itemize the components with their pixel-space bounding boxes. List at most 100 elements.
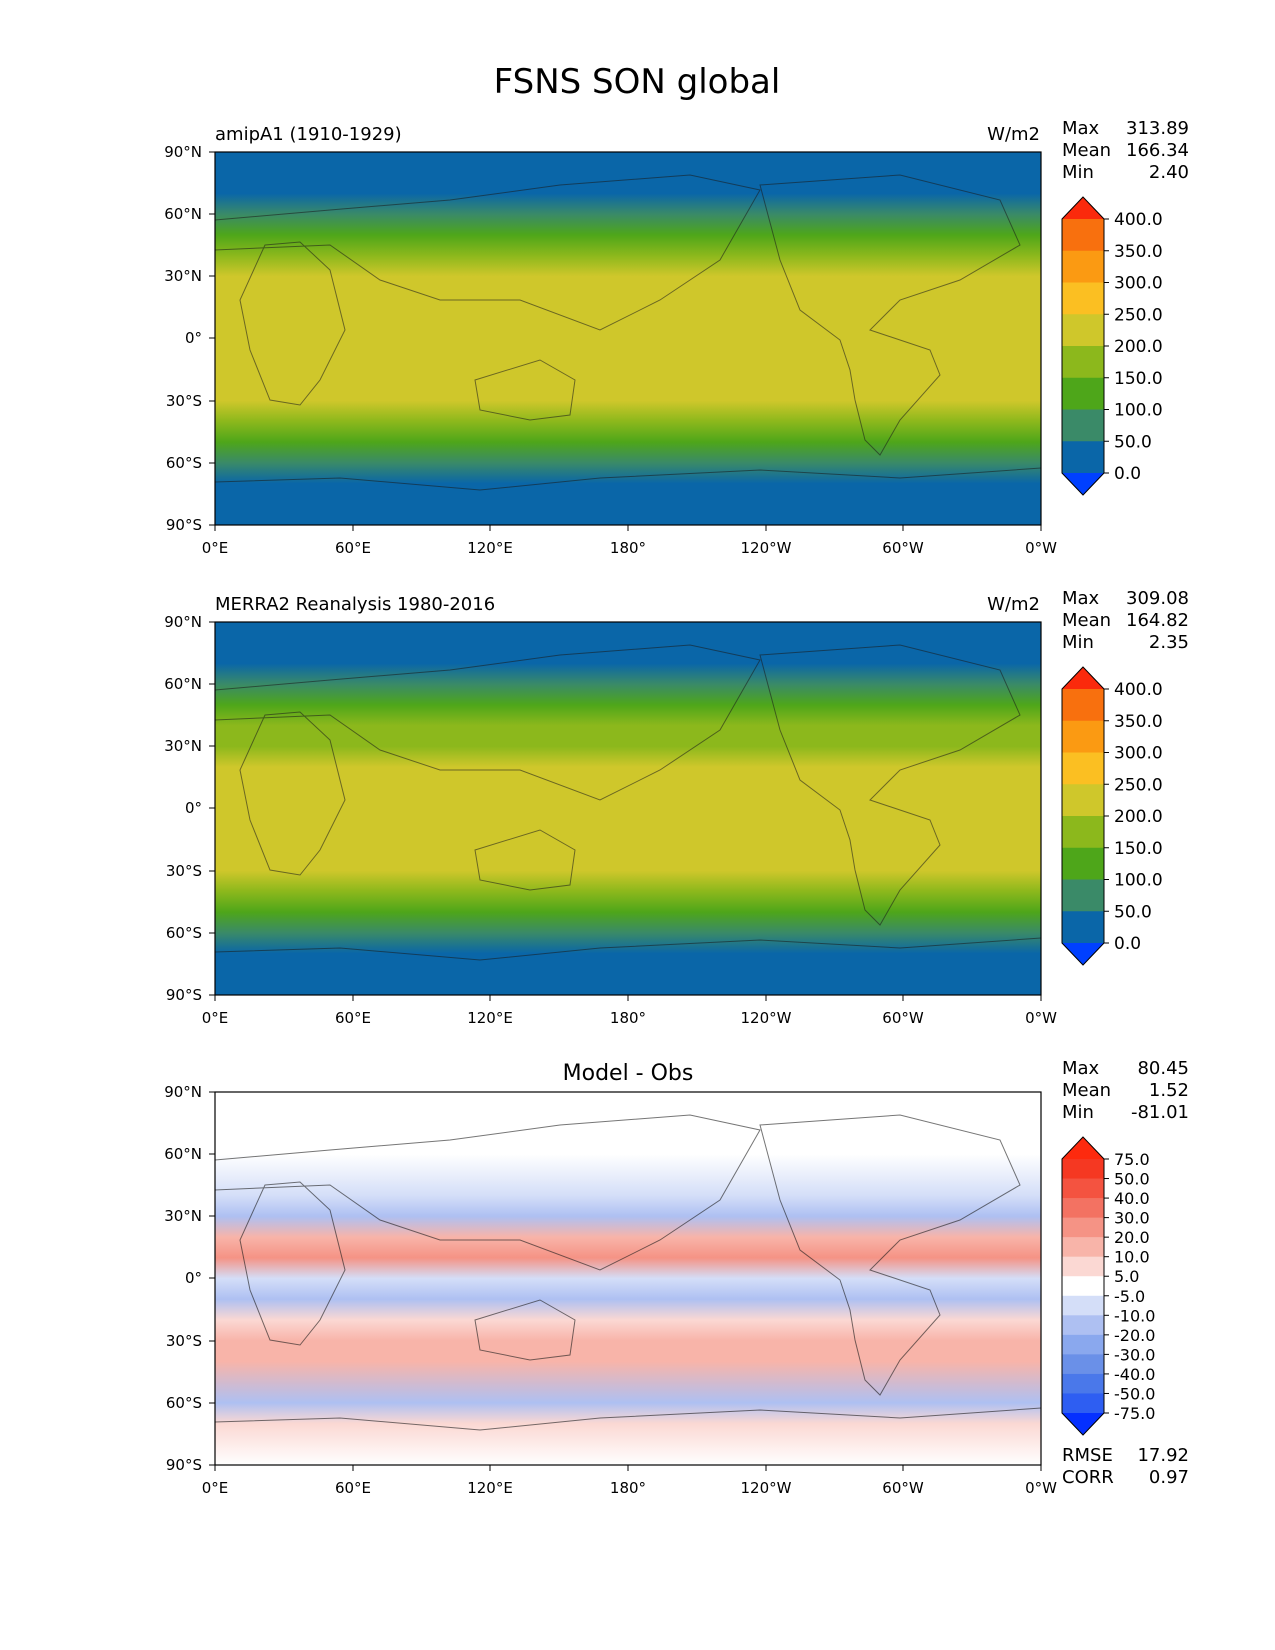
colorbar-segment [1062, 1276, 1104, 1297]
colorbar-extend-max [1062, 1137, 1104, 1159]
coastline-outline [214, 174, 1042, 491]
coastline-eurasia [214, 174, 761, 331]
coastline-antarctica [214, 937, 1042, 961]
y-tick-label: 30°N [164, 267, 202, 285]
y-tick-label: 30°S [166, 862, 202, 880]
colorbar-segment [1062, 816, 1104, 849]
stat-min-value: -81.01 [1131, 1102, 1189, 1123]
y-tick-label: 0° [185, 329, 202, 347]
coastline-antarctica [214, 467, 1042, 491]
colorbar-tick-label: -10.0 [1114, 1306, 1155, 1325]
y-tick-label: 60°N [164, 675, 202, 693]
stat-max-label: Max [1062, 588, 1100, 609]
colorbar-segment [1062, 1237, 1104, 1258]
x-axis-ticks: 0°E 60°E 120°E 180° 120°W 60°W 0°W [202, 1465, 1057, 1497]
map-field [215, 622, 1041, 995]
stat-mean-label: Mean [1062, 610, 1111, 631]
colorbar-tick-label: 0.0 [1114, 934, 1141, 954]
stats-block: Max 80.45 Mean 1.52 Min -81.01 [1062, 1058, 1189, 1123]
colorbar-tick-label: 400.0 [1114, 210, 1163, 230]
colorbar-tick-label: 100.0 [1114, 871, 1163, 891]
panel-title: Model - Obs [563, 1061, 694, 1086]
x-tick-label: 120°E [467, 1009, 513, 1027]
y-axis-ticks: 90°N 60°N 30°N 0° 30°S 60°S 90°S [164, 143, 215, 534]
coastline-australia [474, 1299, 576, 1361]
colorbar-segment [1062, 1159, 1104, 1180]
colorbar-segment [1062, 847, 1104, 881]
colorbar-tick-label: 30.0 [1114, 1209, 1150, 1228]
skill-metrics: RMSE 17.92 CORR 0.97 [1062, 1445, 1189, 1488]
y-tick-label: 30°N [164, 737, 202, 755]
coastline-americas [759, 644, 1021, 926]
colorbar-segment [1062, 1295, 1104, 1316]
x-tick-label: 0°W [1025, 1009, 1057, 1027]
colorbar-tick-label: -20.0 [1114, 1326, 1155, 1345]
y-tick-label: 0° [185, 799, 202, 817]
x-axis-ticks: 0°E 60°E 120°E 180° 120°W 60°W 0°W [202, 525, 1057, 557]
stat-min-label: Min [1062, 1102, 1094, 1123]
x-tick-label: 0°E [202, 1479, 229, 1497]
stat-mean-label: Mean [1062, 1080, 1111, 1101]
colorbar-segment [1062, 1334, 1104, 1355]
colorbar-segment [1062, 1256, 1104, 1277]
x-tick-label: 120°W [741, 539, 792, 557]
coastline-africa [239, 1181, 346, 1346]
stat-mean-value: 1.52 [1149, 1080, 1189, 1101]
coastline-australia [474, 829, 576, 891]
colorbar-segment [1062, 250, 1104, 284]
colorbar-segment [1062, 1315, 1104, 1336]
map-field [215, 152, 1041, 525]
panel-merra2: MERRA2 Reanalysis 1980-2016 W/m2 90°N 60… [164, 588, 1189, 1027]
stat-max-value: 309.08 [1126, 588, 1189, 609]
coastline-africa [239, 241, 346, 406]
colorbar-segment [1062, 1393, 1104, 1414]
colorbar-segment [1062, 879, 1104, 912]
colorbar-tick-label: 300.0 [1114, 744, 1163, 764]
panel-difference: Model - Obs 90°N 60°N 30°N 0° 30°S 60°S … [164, 1058, 1189, 1497]
x-tick-label: 180° [610, 1009, 646, 1027]
x-tick-label: 180° [610, 1479, 646, 1497]
y-tick-label: 60°S [166, 1394, 202, 1412]
colorbar-tick-label: 250.0 [1114, 775, 1163, 795]
x-tick-label: 60°E [335, 1479, 371, 1497]
colorbar: -75.0-50.0-40.0-30.0-20.0-10.0-5.05.010.… [1061, 1136, 1155, 1436]
y-tick-label: 60°S [166, 924, 202, 942]
panel-title: amipA1 (1910-1929) [215, 124, 402, 145]
colorbar-tick-label: -5.0 [1114, 1287, 1145, 1306]
y-tick-label: 30°N [164, 1207, 202, 1225]
colorbar-tick-label: -75.0 [1114, 1404, 1155, 1423]
y-tick-label: 30°S [166, 1332, 202, 1350]
colorbar-segment [1062, 1217, 1104, 1238]
colorbar-tick-label: 5.0 [1114, 1267, 1139, 1286]
coastline-eurasia [214, 644, 761, 801]
rmse-value: 17.92 [1137, 1445, 1189, 1466]
y-tick-label: 90°S [166, 516, 202, 534]
colorbar-extend-min [1062, 473, 1104, 495]
colorbar-tick-label: 350.0 [1114, 242, 1163, 262]
stat-min-value: 2.40 [1149, 162, 1189, 183]
colorbar-segment [1062, 377, 1104, 411]
stat-max-value: 313.89 [1126, 118, 1189, 139]
x-tick-label: 0°W [1025, 1479, 1057, 1497]
colorbar-tick-label: 10.0 [1114, 1248, 1150, 1267]
colorbar-extend-max [1062, 667, 1104, 689]
colorbar-segment [1062, 346, 1104, 379]
panel-units: W/m2 [987, 594, 1040, 615]
stat-mean-value: 166.34 [1126, 140, 1189, 161]
colorbar-tick-label: 20.0 [1114, 1228, 1150, 1247]
colorbar-segment [1062, 441, 1104, 474]
x-tick-label: 120°W [741, 1479, 792, 1497]
colorbar: 0.0 50.0 100.0 150.0 200.0 250.0 300.0 350.0 400… [1061, 196, 1163, 496]
y-tick-label: 90°S [166, 986, 202, 1004]
rmse-label: RMSE [1062, 1445, 1113, 1466]
y-tick-label: 0° [185, 1269, 202, 1287]
coastline-americas [759, 174, 1021, 456]
stat-min-label: Min [1062, 162, 1094, 183]
colorbar-segment [1062, 752, 1104, 785]
x-tick-label: 0°E [202, 1009, 229, 1027]
colorbar-segment [1062, 282, 1104, 315]
coastline-americas [759, 1114, 1021, 1396]
colorbar-extend-min [1062, 943, 1104, 965]
stats-block: Max 309.08 Mean 164.82 Min 2.35 [1062, 588, 1189, 653]
